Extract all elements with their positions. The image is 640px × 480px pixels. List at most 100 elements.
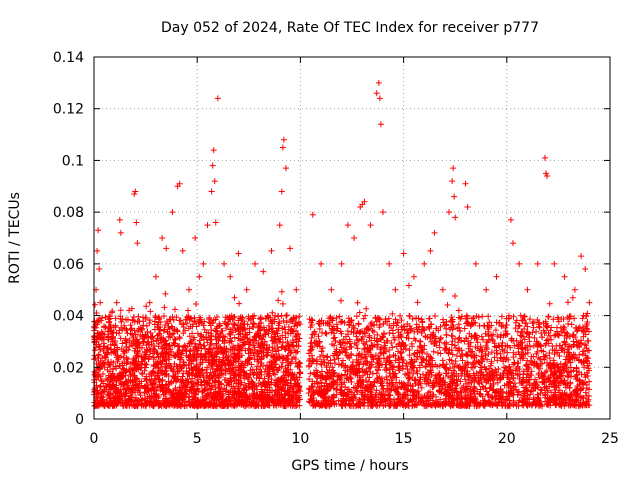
data-point bbox=[257, 315, 264, 322]
data-point bbox=[389, 344, 396, 351]
data-point bbox=[117, 307, 124, 314]
data-point bbox=[514, 360, 521, 367]
data-point bbox=[162, 290, 169, 297]
data-point bbox=[95, 351, 102, 358]
data-point bbox=[185, 307, 192, 314]
data-point bbox=[244, 321, 251, 328]
data-point bbox=[97, 383, 104, 390]
data-point bbox=[283, 312, 290, 319]
data-point bbox=[536, 324, 543, 331]
data-point bbox=[162, 363, 169, 370]
data-point bbox=[179, 373, 186, 380]
data-point bbox=[269, 344, 276, 351]
data-point bbox=[279, 300, 286, 307]
data-point bbox=[268, 334, 275, 341]
data-point bbox=[279, 359, 286, 366]
data-point bbox=[146, 317, 153, 324]
data-point bbox=[483, 346, 490, 353]
data-point bbox=[194, 330, 201, 337]
data-point bbox=[152, 314, 159, 321]
data-point bbox=[363, 305, 370, 312]
data-point bbox=[485, 313, 492, 320]
data-point bbox=[234, 322, 241, 329]
data-point bbox=[356, 309, 363, 316]
data-point bbox=[564, 299, 571, 306]
data-point bbox=[91, 347, 98, 354]
data-point bbox=[455, 307, 462, 314]
data-point bbox=[142, 315, 149, 322]
data-point bbox=[248, 361, 255, 368]
data-point bbox=[406, 313, 413, 320]
data-point bbox=[202, 351, 209, 358]
data-point bbox=[406, 312, 413, 319]
data-point bbox=[275, 313, 282, 320]
data-point bbox=[360, 315, 367, 322]
data-point bbox=[337, 297, 344, 304]
data-point bbox=[331, 334, 338, 341]
data-point bbox=[529, 320, 536, 327]
data-point bbox=[444, 302, 451, 309]
data-point bbox=[297, 369, 304, 376]
data-point bbox=[231, 321, 238, 328]
data-point bbox=[448, 341, 455, 348]
data-point bbox=[275, 347, 282, 354]
data-point bbox=[409, 315, 416, 322]
data-point bbox=[275, 297, 282, 304]
data-point bbox=[307, 370, 314, 377]
data-point bbox=[235, 335, 242, 342]
data-point bbox=[282, 329, 289, 336]
data-point bbox=[199, 359, 206, 366]
data-point bbox=[236, 300, 243, 307]
data-point bbox=[353, 313, 360, 320]
data-point bbox=[354, 345, 361, 352]
data-point bbox=[279, 332, 286, 339]
data-point bbox=[144, 339, 151, 346]
data-point bbox=[204, 339, 211, 346]
data-point bbox=[534, 391, 541, 398]
data-point bbox=[148, 334, 155, 341]
data-point bbox=[414, 299, 421, 306]
data-point bbox=[165, 333, 172, 340]
data-point bbox=[140, 314, 147, 321]
data-point bbox=[200, 342, 207, 349]
data-point bbox=[437, 350, 444, 357]
data-point bbox=[362, 312, 369, 319]
data-point bbox=[192, 300, 199, 307]
data-point bbox=[565, 320, 572, 327]
data-point bbox=[291, 323, 298, 330]
data-points bbox=[91, 79, 593, 410]
data-point bbox=[225, 320, 232, 327]
data-point bbox=[93, 366, 100, 373]
data-point bbox=[476, 322, 483, 329]
data-point bbox=[231, 294, 238, 301]
data-point bbox=[279, 339, 286, 346]
data-point bbox=[354, 336, 361, 343]
data-point bbox=[91, 301, 98, 308]
data-point bbox=[161, 304, 168, 311]
data-point bbox=[186, 356, 193, 363]
data-point bbox=[200, 322, 207, 329]
data-point bbox=[101, 364, 108, 371]
data-point bbox=[208, 340, 215, 347]
data-point bbox=[168, 394, 175, 401]
data-point bbox=[492, 327, 499, 334]
data-point bbox=[289, 370, 296, 377]
data-point bbox=[569, 294, 576, 301]
data-point bbox=[124, 382, 131, 389]
data-point bbox=[397, 312, 404, 319]
data-point bbox=[503, 321, 510, 328]
data-point bbox=[443, 331, 450, 338]
data-point bbox=[102, 375, 109, 382]
data-point bbox=[176, 317, 183, 324]
data-point bbox=[147, 329, 154, 336]
data-point bbox=[370, 328, 377, 335]
data-point bbox=[273, 348, 280, 355]
data-point bbox=[323, 330, 330, 337]
data-point bbox=[134, 318, 141, 325]
data-point bbox=[432, 313, 439, 320]
data-point bbox=[293, 349, 299, 356]
data-point bbox=[284, 356, 291, 363]
data-point bbox=[405, 282, 412, 289]
data-point bbox=[118, 318, 125, 325]
data-point bbox=[200, 374, 207, 381]
